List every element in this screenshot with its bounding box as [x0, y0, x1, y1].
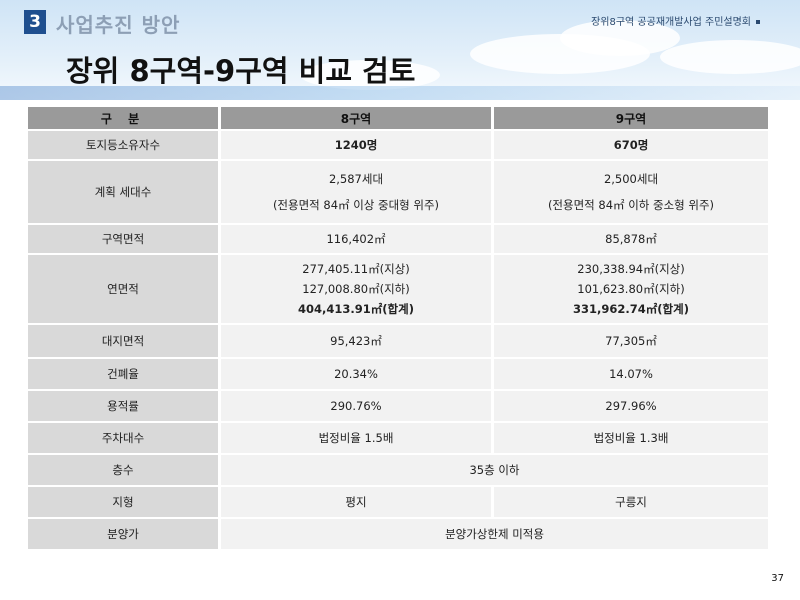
cell-zone9-zone-area: 85,878㎡ [494, 225, 768, 253]
table-row: 건폐율 20.34% 14.07% [28, 359, 768, 389]
cell-both-floors: 35층 이하 [221, 455, 768, 485]
row-label: 연면적 [28, 255, 221, 323]
table-header-row: 구 분 8구역 9구역 [28, 107, 768, 129]
event-title: 장위8구역 공공재개발사업 주민설명회 [591, 13, 760, 28]
row-label: 용적률 [28, 391, 221, 421]
floor-area-total: 404,413.91㎡(합계) [298, 302, 414, 316]
section-title: 사업추진 방안 [56, 13, 181, 37]
cell-both-price: 분양가상한제 미적용 [221, 519, 768, 549]
cell-zone8-floor-area: 277,405.11㎡(지상) 127,008.80㎡(지하) 404,413.… [221, 255, 494, 323]
table-row: 대지면적 95,423㎡ 77,305㎡ [28, 325, 768, 357]
cloud-decoration [300, 60, 440, 90]
section-number-badge: 3 [24, 10, 46, 34]
column-header-category: 구 분 [28, 107, 221, 129]
cell-zone8-terrain: 평지 [221, 487, 494, 517]
cloud-decoration [560, 20, 680, 56]
cell-zone9-owners: 670명 [494, 131, 768, 159]
table-row: 계획 세대수 2,587세대 (전용면적 84㎡ 이상 중대형 위주) 2,50… [28, 161, 768, 223]
cell-zone9-parking: 법정비율 1.3배 [494, 423, 768, 453]
cell-zone8-far: 290.76% [221, 391, 494, 421]
cell-zone8-coverage: 20.34% [221, 359, 494, 389]
households-count: 2,587세대 [328, 172, 384, 186]
cell-zone8-households: 2,587세대 (전용면적 84㎡ 이상 중대형 위주) [221, 161, 494, 223]
row-label: 계획 세대수 [28, 161, 221, 223]
table-row: 분양가 분양가상한제 미적용 [28, 519, 768, 549]
floor-area-above: 277,405.11㎡(지상) [302, 262, 410, 276]
cell-zone8-parking: 법정비율 1.5배 [221, 423, 494, 453]
table-row: 주차대수 법정비율 1.5배 법정비율 1.3배 [28, 423, 768, 453]
cell-zone9-coverage: 14.07% [494, 359, 768, 389]
cell-zone9-terrain: 구릉지 [494, 487, 768, 517]
table-row: 구역면적 116,402㎡ 85,878㎡ [28, 225, 768, 253]
table-row: 연면적 277,405.11㎡(지상) 127,008.80㎡(지하) 404,… [28, 255, 768, 323]
row-label: 분양가 [28, 519, 221, 549]
page-title: 장위 8구역-9구역 비교 검토 [66, 54, 416, 88]
header-ribbon [0, 86, 800, 100]
column-header-zone8: 8구역 [221, 107, 494, 129]
floor-area-below: 127,008.80㎡(지하) [302, 282, 410, 296]
row-label: 토지등소유자수 [28, 131, 221, 159]
households-count: 2,500세대 [603, 172, 659, 186]
row-label: 층수 [28, 455, 221, 485]
row-label: 주차대수 [28, 423, 221, 453]
row-label: 대지면적 [28, 325, 221, 357]
cell-zone9-site-area: 77,305㎡ [494, 325, 768, 357]
cell-zone8-owners: 1240명 [221, 131, 494, 159]
cell-zone8-zone-area: 116,402㎡ [221, 225, 494, 253]
households-note: (전용면적 84㎡ 이상 중대형 위주) [272, 198, 440, 212]
row-label: 구역면적 [28, 225, 221, 253]
households-note: (전용면적 84㎡ 이하 중소형 위주) [547, 198, 715, 212]
table-row: 토지등소유자수 1240명 670명 [28, 131, 768, 159]
cell-zone9-floor-area: 230,338.94㎡(지상) 101,623.80㎡(지하) 331,962.… [494, 255, 768, 323]
table-row: 지형 평지 구릉지 [28, 487, 768, 517]
floor-area-below: 101,623.80㎡(지하) [577, 282, 685, 296]
table-row: 용적률 290.76% 297.96% [28, 391, 768, 421]
square-bullet-icon [756, 20, 760, 24]
column-header-zone9: 9구역 [494, 107, 768, 129]
header-background [0, 0, 800, 100]
cell-zone9-households: 2,500세대 (전용면적 84㎡ 이하 중소형 위주) [494, 161, 768, 223]
cell-zone9-far: 297.96% [494, 391, 768, 421]
comparison-table: 구 분 8구역 9구역 토지등소유자수 1240명 670명 계획 세대수 2,… [28, 105, 768, 551]
cloud-decoration [660, 40, 800, 74]
floor-area-total: 331,962.74㎡(합계) [573, 302, 689, 316]
floor-area-above: 230,338.94㎡(지상) [577, 262, 685, 276]
table-row: 층수 35층 이하 [28, 455, 768, 485]
row-label: 건폐율 [28, 359, 221, 389]
event-title-text: 장위8구역 공공재개발사업 주민설명회 [591, 17, 751, 28]
page-number: 37 [771, 573, 784, 584]
cell-zone8-site-area: 95,423㎡ [221, 325, 494, 357]
row-label: 지형 [28, 487, 221, 517]
